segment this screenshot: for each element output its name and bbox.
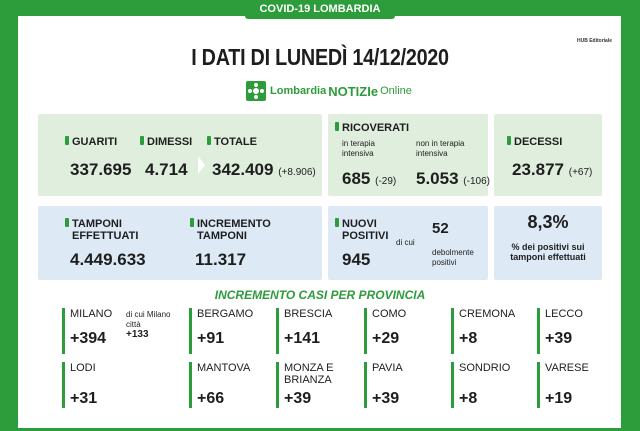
icu-number: 685 [342, 169, 371, 188]
incremento-label: INCREMENTO TAMPONI [197, 218, 271, 242]
page-title: I DATI DI LUNEDÌ 14/12/2020 [191, 44, 449, 70]
province-bar [537, 308, 540, 354]
province-value-varese: +19 [545, 390, 573, 407]
non-icu-value: 5.053 (-106) [416, 169, 490, 189]
weakly-positive-label: debolmente positivi [432, 248, 474, 267]
province-bar [364, 308, 367, 354]
province-value-milano: +394 [70, 330, 107, 347]
totale-value: 342.409 (+8.906) [212, 160, 316, 180]
non-icu-label: non in terapia intensiva [416, 139, 465, 158]
banner: COVID-19 LOMBARDIA [245, 0, 395, 19]
province-name-monza: MONZA E BRIANZA [284, 362, 334, 386]
logo-text-lombardia: Lombardia [270, 85, 327, 97]
ricoverati-label: RICOVERATI [342, 122, 410, 134]
dimessi-marker [140, 136, 144, 145]
dimessi-value: 4.714 [145, 160, 188, 179]
province-bar [62, 362, 65, 408]
tests-panel [38, 206, 322, 280]
decessi-label: DECESSI [514, 136, 563, 148]
decessi-number: 23.877 [512, 160, 564, 179]
non-icu-number: 5.053 [416, 169, 459, 188]
deaths-panel [494, 114, 602, 196]
milano-city-value: +133 [126, 329, 149, 340]
recovered-panel [38, 114, 322, 196]
positivity-label: % dei positivi sui tamponi effettuati [510, 242, 586, 262]
totale-number: 342.409 [212, 160, 274, 179]
province-bar [189, 362, 192, 408]
guariti-label: GUARITI [72, 136, 118, 148]
province-name-lodi: LODI [70, 362, 96, 374]
incremento-value: 11.317 [195, 250, 247, 269]
province-name-como: COMO [372, 308, 407, 320]
province-value-mantova: +66 [197, 390, 225, 407]
logo-text-online: Online [380, 85, 412, 97]
province-value-pavia: +39 [372, 390, 400, 407]
province-bar [62, 308, 65, 354]
nuovi-marker [335, 218, 339, 227]
icu-label: in terapia intensiva [342, 139, 375, 158]
logo-text-notizie: NOTIZIe [328, 83, 379, 99]
positivity-rate: 8,3% [527, 212, 569, 232]
nuovi-label: NUOVI POSITIVI [342, 218, 389, 242]
province-value-bergamo: +91 [197, 330, 225, 347]
non-icu-delta: (-106) [463, 176, 490, 187]
province-value-monza: +39 [284, 390, 312, 407]
lombardia-notizie-logo[interactable]: Lombardia NOTIZIe Online [246, 80, 412, 102]
arrow-icon [198, 156, 205, 174]
province-bar [189, 308, 192, 354]
ricoverati-marker [335, 122, 339, 131]
province-value-brescia: +141 [284, 330, 321, 347]
province-bar [276, 362, 279, 408]
lombardia-logo-icon [246, 81, 266, 101]
province-name-bergamo: BERGAMO [197, 308, 254, 320]
nuovi-value: 945 [342, 250, 371, 269]
province-name-sondrio: SONDRIO [459, 362, 511, 374]
province-bar [276, 308, 279, 354]
hospitalized-panel [328, 114, 488, 196]
province-name-varese: VARESE [545, 362, 589, 374]
totale-delta: (+8.906) [278, 167, 316, 178]
province-value-lodi: +31 [70, 390, 98, 407]
province-name-brescia: BRESCIA [284, 308, 333, 320]
tamponi-label: TAMPONI EFFETTUATI [72, 218, 139, 242]
icu-value: 685 (-29) [342, 169, 396, 189]
milano-city-note: di cui Milano città +133 [126, 310, 174, 340]
province-value-cremona: +8 [459, 330, 478, 347]
incremento-marker [190, 218, 194, 227]
totale-marker [207, 136, 211, 145]
province-value-sondrio: +8 [459, 390, 478, 407]
di-cui-label: di cui [396, 238, 415, 247]
milano-city-label: di cui Milano città [126, 310, 171, 329]
province-value-como: +29 [372, 330, 400, 347]
new-positives-panel [328, 206, 488, 280]
positivity-panel [494, 206, 602, 280]
totale-label: TOTALE [214, 136, 257, 148]
weakly-positive-value: 52 [432, 220, 449, 237]
icu-delta: (-29) [375, 176, 397, 187]
province-name-cremona: CREMONA [459, 308, 516, 320]
guariti-value: 337.695 [70, 160, 132, 179]
province-name-lecco: LECCO [545, 308, 583, 320]
decessi-marker [507, 136, 511, 145]
provinces-title: INCREMENTO CASI PER PROVINCIA [214, 288, 426, 302]
province-bar [451, 362, 454, 408]
province-name-pavia: PAVIA [372, 362, 403, 374]
province-bar [451, 308, 454, 354]
hub-editoriale-label: HUB Editoriale [576, 38, 612, 44]
province-name-milano: MILANO [70, 308, 113, 320]
decessi-delta: (+67) [568, 167, 593, 178]
dimessi-label: DIMESSI [147, 136, 193, 148]
province-value-lecco: +39 [545, 330, 573, 347]
tamponi-value: 4.449.633 [70, 250, 146, 269]
guariti-marker [65, 136, 69, 145]
province-bar [364, 362, 367, 408]
decessi-value: 23.877 (+67) [512, 160, 592, 180]
province-bar [537, 362, 540, 408]
tamponi-marker [65, 218, 69, 227]
province-name-mantova: MANTOVA [197, 362, 251, 374]
